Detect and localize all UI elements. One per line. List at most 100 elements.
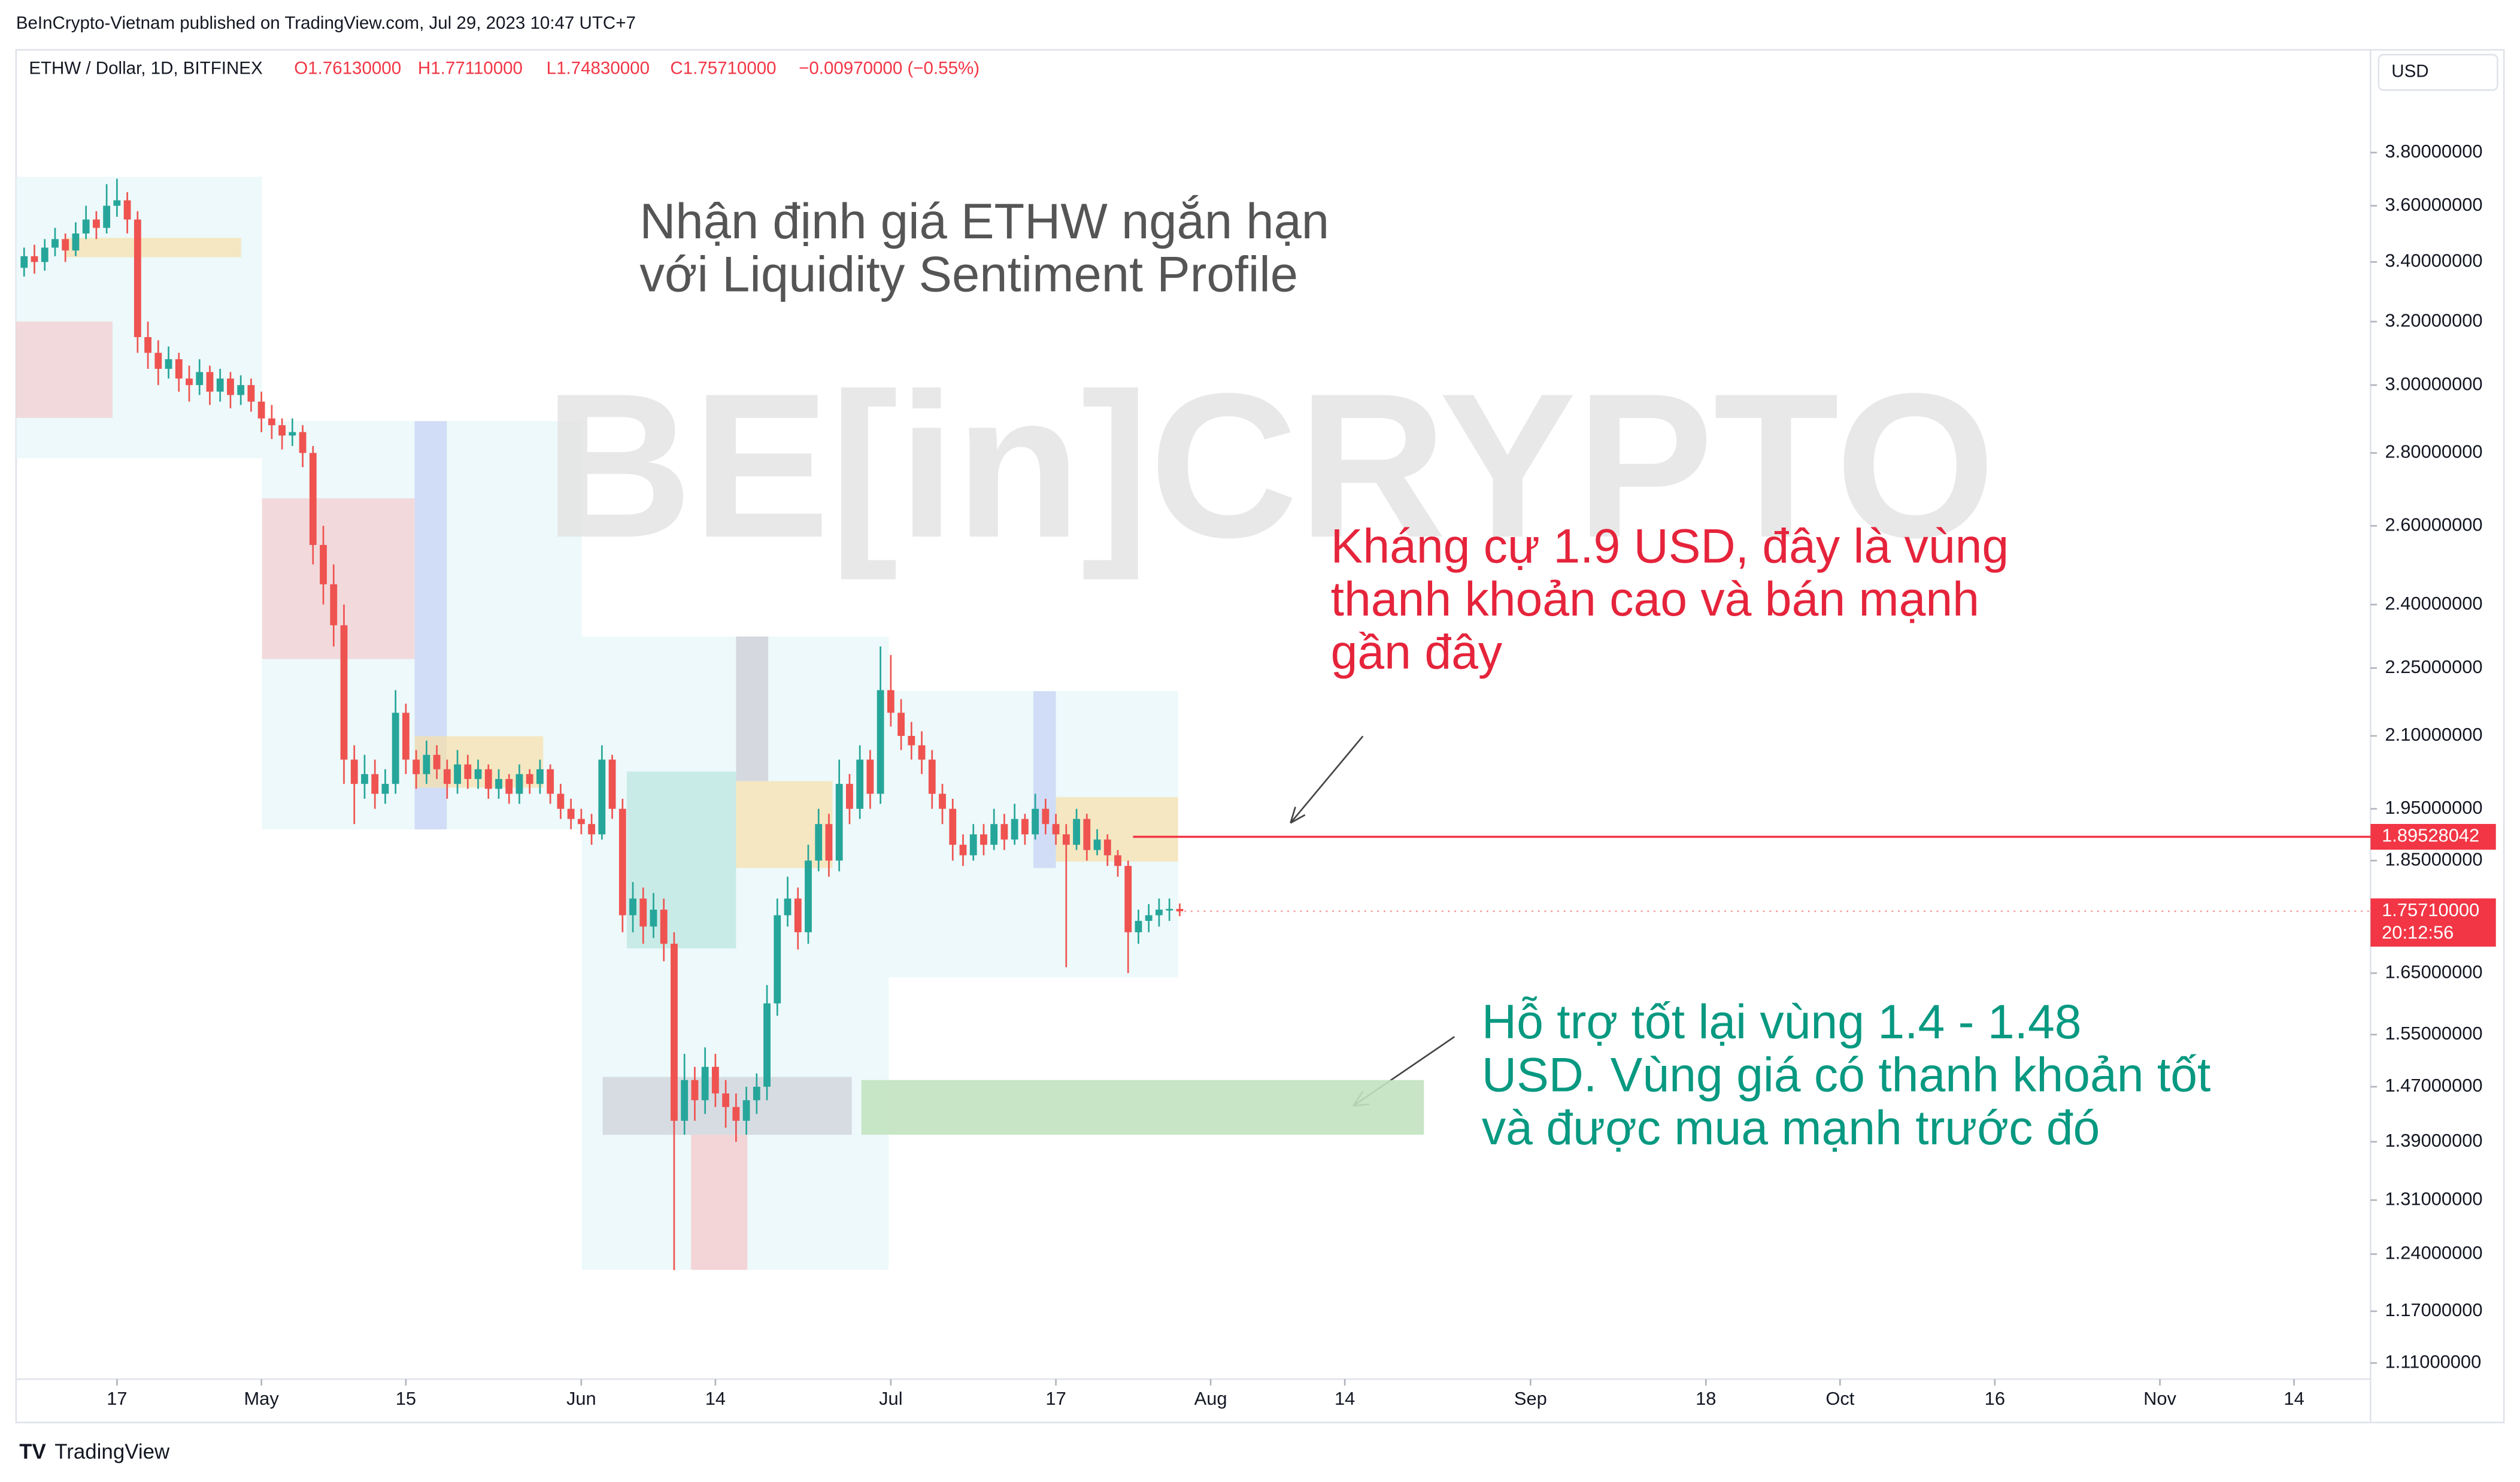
x-tick-label: Oct xyxy=(1825,1388,1854,1409)
candle-body xyxy=(835,784,843,861)
x-tick-label: 18 xyxy=(1696,1388,1716,1409)
footer-logo[interactable]: TV TradingView xyxy=(19,1440,170,1463)
candle-body xyxy=(92,219,100,228)
candle-body xyxy=(1135,920,1142,932)
candle-body xyxy=(753,1086,760,1101)
candle-body xyxy=(72,233,80,251)
candle-body xyxy=(515,774,523,794)
y-tick-label: 1.85000000 xyxy=(2385,848,2483,869)
y-tick-label: 1.55000000 xyxy=(2385,1023,2483,1044)
y-tick-label: 1.47000000 xyxy=(2385,1075,2483,1096)
y-tick-label: 1.11000000 xyxy=(2385,1351,2482,1372)
candle-body xyxy=(227,378,234,395)
x-tick-label: Aug xyxy=(1194,1388,1227,1409)
countdown-label: 20:12:56 xyxy=(2382,922,2454,943)
candle-body xyxy=(897,713,905,737)
candle-body xyxy=(340,625,348,760)
candle-body xyxy=(443,769,451,784)
candle-body xyxy=(82,219,90,234)
candle-body xyxy=(103,205,111,228)
candle-body xyxy=(928,759,936,794)
ohlc-value: O1.76130000 xyxy=(294,58,401,78)
logo-mark[interactable]: TV xyxy=(19,1440,46,1463)
candle-body xyxy=(877,690,884,794)
candle-body xyxy=(691,1080,699,1101)
candle-body xyxy=(526,774,533,784)
volume-profiles xyxy=(16,177,1178,1270)
candle-body xyxy=(371,774,379,794)
resistance-note: thanh khoản cao và bán mạnh xyxy=(1331,572,1979,626)
support-note: và được mua mạnh trước đó xyxy=(1482,1101,2100,1155)
candle-body xyxy=(969,834,977,856)
profile-bar xyxy=(262,498,415,659)
ohlc-value: H1.77110000 xyxy=(418,58,523,78)
candle-body xyxy=(505,778,513,794)
candle-body xyxy=(980,834,987,845)
candle-body xyxy=(495,778,502,789)
candle-body xyxy=(1093,840,1101,850)
candle-body xyxy=(939,793,946,809)
candle-body xyxy=(454,764,461,784)
candle-body xyxy=(1166,908,1173,911)
candle-body xyxy=(175,359,183,379)
currency-label[interactable]: USD xyxy=(2391,62,2428,81)
candle-body xyxy=(825,824,833,861)
candle-body xyxy=(1062,834,1070,845)
candle-body xyxy=(484,769,492,789)
candle-body xyxy=(681,1080,689,1121)
candle-body xyxy=(887,690,894,713)
candle-body xyxy=(268,418,275,426)
candle-body xyxy=(31,256,38,262)
candle-body xyxy=(908,736,915,745)
currency-box[interactable] xyxy=(2378,53,2498,91)
currency-button[interactable]: USD xyxy=(2378,53,2498,91)
x-tick-label: Sep xyxy=(1514,1388,1547,1409)
price-label: 1.89528042 xyxy=(2382,825,2479,846)
candle-body xyxy=(206,372,214,392)
x-tick-label: 17 xyxy=(107,1388,127,1409)
candle-body xyxy=(320,545,327,584)
candle-body xyxy=(134,219,141,337)
candle-body xyxy=(309,453,317,545)
title-line: Nhận định giá ETHW ngắn hạn xyxy=(639,193,1329,249)
candle-body xyxy=(257,401,265,419)
x-tick-label: Jun xyxy=(566,1388,596,1409)
x-tick-label: May xyxy=(244,1388,279,1409)
candle-body xyxy=(608,759,616,809)
candle-body xyxy=(1032,808,1039,835)
candle-body xyxy=(51,239,59,248)
candle-body xyxy=(1073,819,1080,845)
profile-bar xyxy=(691,1135,748,1270)
support-note: USD. Vùng giá có thanh khoản tốt xyxy=(1482,1048,2211,1102)
candle-body xyxy=(123,200,131,220)
candle-body xyxy=(732,1107,740,1121)
candle-body xyxy=(1000,824,1008,840)
ohlc-value: −0.00970000 (−0.55%) xyxy=(799,58,980,78)
candle-body xyxy=(62,239,69,251)
y-tick-label: 3.00000000 xyxy=(2385,373,2483,394)
candle-body xyxy=(1103,840,1111,856)
title-line: với Liquidity Sentiment Profile xyxy=(639,246,1298,302)
candle-body xyxy=(650,910,657,927)
candle-body xyxy=(20,256,28,268)
candle-body xyxy=(784,898,792,916)
candle-body xyxy=(742,1100,750,1121)
candle-body xyxy=(949,808,957,845)
candle-body xyxy=(1021,819,1029,835)
candle-body xyxy=(711,1066,719,1094)
candle-body xyxy=(866,759,874,794)
y-tick-label: 2.60000000 xyxy=(2385,514,2483,535)
resistance-note: Kháng cự 1.9 USD, đây là vùng xyxy=(1331,519,2009,573)
ohlc-value: C1.75710000 xyxy=(670,58,776,78)
candle-body xyxy=(361,774,368,784)
candle-body xyxy=(1145,915,1153,921)
logo-text[interactable]: TradingView xyxy=(54,1440,170,1463)
candle-body xyxy=(350,759,358,784)
candle-body xyxy=(402,713,410,760)
candle-body xyxy=(774,915,781,1004)
x-tick-label: 16 xyxy=(1985,1388,2005,1409)
y-tick-label: 3.20000000 xyxy=(2385,310,2483,331)
candle-body xyxy=(567,808,575,819)
y-tick-label: 1.39000000 xyxy=(2385,1130,2483,1151)
